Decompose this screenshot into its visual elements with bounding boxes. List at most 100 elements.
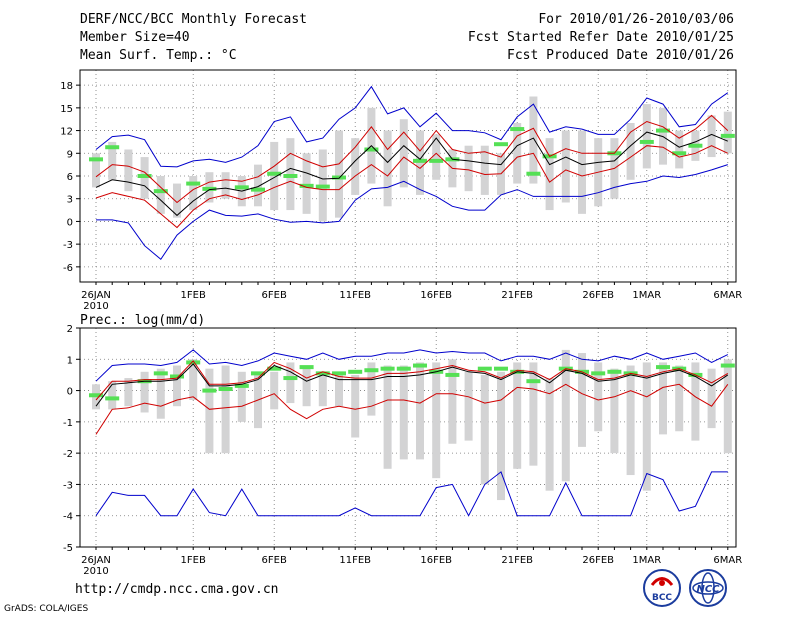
prec-ensemble-box <box>497 371 505 501</box>
temp-xtick-label: 26FEB <box>582 290 614 301</box>
temp-obs-mark <box>364 147 379 152</box>
temp-ensemble-box <box>173 183 181 218</box>
prec-ytick-label: -4 <box>63 512 73 523</box>
produced-date-label: Fcst Produced Date 2010/01/26 <box>507 48 734 63</box>
member-size-label: Member Size=40 <box>80 30 190 45</box>
prec-ensemble-box <box>302 365 311 407</box>
prec-obs-mark <box>315 371 330 376</box>
prec-upper-line <box>95 360 729 401</box>
prec-ytick-label: 2 <box>67 324 73 335</box>
temp-obs-mark <box>202 186 217 191</box>
temp-xtick-label: 21FEB <box>501 290 533 301</box>
temp-ensemble-box <box>707 115 716 158</box>
prec-obs-mark <box>186 360 201 365</box>
temp-ensemble-box <box>675 130 684 169</box>
temp-obs-mark <box>494 142 508 147</box>
temp-obs-mark <box>413 158 427 163</box>
prec-ytick-label: -1 <box>63 418 73 429</box>
temp-ytick-label: 12 <box>60 127 73 138</box>
prec-ensemble-box <box>545 378 554 491</box>
temp-mean-line <box>95 131 728 217</box>
prec-ensemble-box <box>205 368 214 454</box>
prec-obs-mark <box>380 366 395 371</box>
temp-xtick-sublabel: 2010 <box>83 301 108 312</box>
temp-ensemble-box <box>399 119 408 188</box>
temp-obs-mark <box>251 187 265 192</box>
prec-xtick-label: 1FEB <box>181 555 206 566</box>
temp-ensemble-box <box>189 176 198 211</box>
prec-obs-mark <box>283 376 298 381</box>
prec-ensemble-box <box>383 365 392 469</box>
prec-obs-mark <box>591 371 606 376</box>
prec-ensemble-box <box>723 359 732 454</box>
prec-obs-mark <box>477 366 492 371</box>
prec-obs-mark <box>445 372 460 377</box>
prec-ensemble-box <box>529 362 538 466</box>
prec-xtick-label: 16FEB <box>420 555 452 566</box>
temp-upper-line <box>95 114 729 204</box>
temp-ensemble-box <box>92 153 100 188</box>
prec-ensemble-box <box>513 362 522 469</box>
temp-ensemble-box <box>124 149 133 192</box>
prec-obs-mark <box>656 365 670 370</box>
prec-ensemble-box <box>691 362 700 441</box>
temp-ensemble-box <box>302 153 311 214</box>
temp-obs-mark <box>153 189 168 194</box>
prec-ensemble-box <box>626 365 635 476</box>
temp-obs-mark <box>429 158 444 163</box>
ncc-logo-text: NCC <box>696 584 720 595</box>
prec-ensemble-box <box>156 368 165 419</box>
prec-obs-mark <box>267 366 282 371</box>
temp-obs-mark <box>315 184 330 189</box>
temp-ytick-label: -3 <box>63 240 73 251</box>
prec-ensemble-box <box>578 353 586 447</box>
temp-obs-mark <box>234 185 249 190</box>
temp-min-line <box>96 164 728 261</box>
prec-panel-title: Prec.: log(mm/d) <box>80 313 205 328</box>
ncc-logo: NCC <box>689 569 727 607</box>
prec-obs-mark <box>234 383 249 388</box>
temp-ytick-label: 9 <box>67 149 73 160</box>
prec-ensemble-box <box>140 371 149 413</box>
temp-ytick-label: 0 <box>67 217 73 228</box>
temp-obs-mark <box>672 151 687 156</box>
prec-lower-line <box>95 383 729 435</box>
prec-obs-mark <box>332 371 346 376</box>
prec-ensemble-box <box>367 362 376 416</box>
prec-obs-mark <box>720 363 735 368</box>
temp-lower-line <box>95 145 729 229</box>
temp-ensemble-box <box>545 138 554 211</box>
prec-max-line <box>95 349 729 382</box>
bcc-logo-text: BCC <box>652 593 672 603</box>
prec-obs-mark <box>526 379 541 384</box>
prec-ensemble-box <box>561 349 570 482</box>
temp-xtick-label: 11FEB <box>339 290 371 301</box>
temp-obs-mark <box>105 145 120 150</box>
temp-xtick-label: 6FEB <box>262 290 287 301</box>
prec-obs-mark <box>105 396 120 401</box>
prec-xtick-label: 26JAN <box>81 555 111 566</box>
temp-ensemble-box <box>221 172 230 199</box>
prec-ensemble-box <box>286 362 295 404</box>
prec-xtick-label: 6MAR <box>713 555 742 566</box>
prec-ensemble-box <box>335 371 343 407</box>
temp-obs-mark <box>526 171 541 176</box>
prec-mean-line <box>95 363 729 407</box>
prec-ensemble-box <box>432 362 441 479</box>
temp-ytick-label: 18 <box>60 81 73 92</box>
temp-obs-mark <box>186 181 201 186</box>
temp-ensemble-box <box>578 130 586 214</box>
prec-xtick-label: 6FEB <box>262 555 287 566</box>
temp-ytick-label: 6 <box>67 172 73 183</box>
temp-ensemble-box <box>335 130 343 218</box>
temp-ensemble-box <box>383 130 392 207</box>
temp-obs-mark <box>510 127 525 132</box>
prec-ensemble-box <box>318 371 327 407</box>
prec-ensemble-box <box>416 362 424 460</box>
prec-obs-mark <box>299 365 314 370</box>
source-url[interactable]: http://cmdp.ncc.cma.gov.cn <box>75 582 279 597</box>
temp-ensemble-box <box>432 134 441 180</box>
start-date-label: Fcst Started Refer Date 2010/01/25 <box>467 30 734 45</box>
